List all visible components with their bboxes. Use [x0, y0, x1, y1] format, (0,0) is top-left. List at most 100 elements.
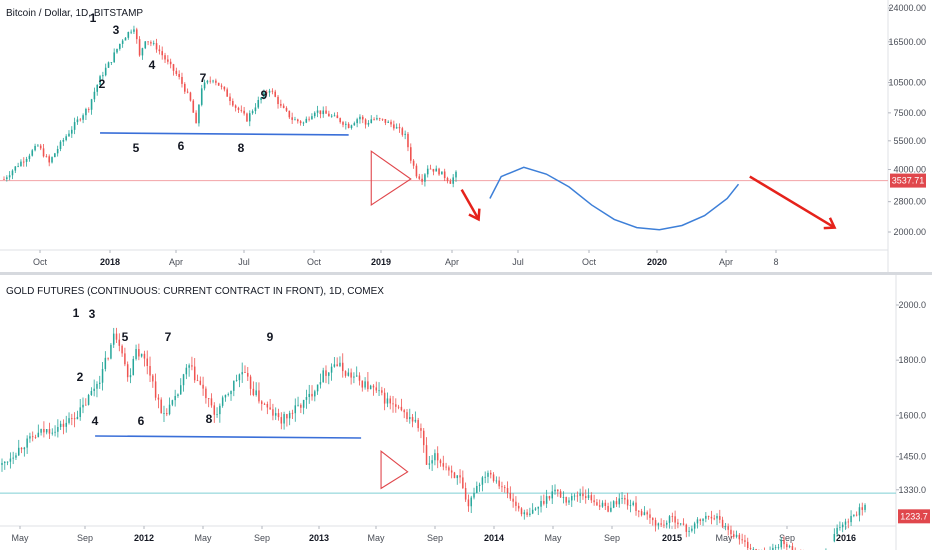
time-tick-label: Oct	[33, 257, 48, 267]
candle-body	[119, 43, 121, 49]
candle-body	[102, 75, 104, 77]
support-line	[100, 132, 349, 136]
candle-body	[744, 540, 746, 542]
candle-body	[171, 400, 174, 405]
panel-divider[interactable]	[0, 272, 932, 275]
pattern-label-6: 6	[138, 414, 145, 428]
candle-body	[428, 463, 431, 465]
candle-body	[237, 107, 240, 110]
candle-body	[130, 31, 132, 33]
candle-body	[376, 118, 378, 120]
candle-body	[598, 505, 601, 507]
candle-body	[783, 540, 785, 545]
candle-body	[115, 333, 118, 340]
candle-body	[271, 90, 274, 92]
candle-body	[418, 176, 421, 179]
candle-body	[431, 460, 433, 464]
candle-body	[138, 39, 141, 56]
gold-chart-svg[interactable]: 2000.0 1800.0 1600.0 1450.0 1330.0 May Sep 2012…	[0, 275, 932, 555]
candle-body	[217, 82, 220, 86]
candle-body	[82, 115, 84, 120]
candle-body	[246, 113, 248, 122]
candle-body	[571, 496, 573, 501]
candle-body	[495, 480, 498, 482]
candle-body	[229, 96, 231, 101]
candle-body	[107, 357, 109, 359]
candle-body	[280, 104, 282, 106]
candle-body	[565, 497, 567, 503]
candle-body	[104, 67, 107, 76]
candle-body	[515, 501, 517, 506]
triangle-pattern	[370, 150, 412, 206]
gold-chart-panel[interactable]: GOLD FUTURES (CONTINUOUS: CURRENT CONTRA…	[0, 275, 932, 555]
candle-body	[501, 486, 503, 488]
candle-body	[654, 520, 657, 526]
candle-body	[590, 495, 593, 501]
candle-body	[705, 515, 707, 519]
time-tick-label: May	[544, 533, 562, 543]
time-tick-label: 2013	[309, 533, 329, 543]
candle-body	[467, 499, 470, 507]
candle-body	[462, 477, 464, 489]
candle-body	[195, 112, 197, 124]
candle-body	[34, 145, 36, 151]
candle-body	[774, 547, 777, 549]
pattern-label-9: 9	[267, 330, 274, 344]
candle-body	[133, 29, 135, 32]
candle-body	[663, 524, 665, 526]
candle-body	[12, 457, 14, 459]
candle-body	[199, 380, 202, 385]
candle-body	[333, 115, 336, 117]
candle-body	[132, 358, 135, 376]
candle-body	[646, 512, 648, 515]
time-tick-label: Sep	[604, 533, 620, 543]
candle-body	[87, 394, 90, 405]
candle-body	[113, 52, 115, 63]
candle-body	[679, 523, 682, 525]
candle-body	[65, 136, 67, 141]
time-tick-label: 2018	[100, 257, 120, 267]
pattern-label-5: 5	[122, 330, 129, 344]
candle-body	[71, 129, 73, 134]
candle-body	[629, 504, 632, 506]
candle-body	[568, 500, 570, 503]
candle-body	[308, 118, 310, 120]
bitcoin-chart-title: Bitcoin / Dollar, 1D, BITSTAMP	[6, 8, 144, 19]
candle-body	[478, 484, 481, 486]
candle-body	[39, 145, 42, 149]
candle-body	[699, 519, 701, 521]
bitcoin-chart-svg[interactable]: 24000.00 16500.00 10500.00 7500.00 5500.00 40…	[0, 0, 932, 272]
candle-body	[596, 502, 598, 506]
current-price-tag	[898, 509, 930, 524]
candle-body	[618, 498, 621, 505]
candle-body	[59, 141, 62, 149]
candle-body	[79, 407, 81, 417]
candle-body	[429, 168, 432, 170]
candle-body	[164, 55, 166, 60]
price-tick-label: 1800.0	[898, 355, 926, 365]
candle-body	[626, 499, 629, 506]
candle-body	[65, 422, 67, 427]
price-tick-label: 1600.0	[898, 410, 926, 420]
candle-body	[721, 519, 724, 527]
candle-body	[180, 385, 182, 395]
candle-body	[221, 397, 224, 406]
candle-body	[438, 168, 440, 175]
time-tick-label: Sep	[779, 533, 795, 543]
candle-body	[277, 96, 279, 105]
candle-body	[406, 412, 408, 420]
candle-body	[31, 150, 34, 156]
bitcoin-chart-panel[interactable]: Bitcoin / Dollar, 1D, BITSTAMP 24000.00 1…	[0, 0, 932, 272]
candle-body	[220, 85, 223, 87]
candle-body	[855, 514, 858, 516]
candle-body	[749, 548, 752, 550]
candle-body	[685, 524, 688, 532]
candle-body	[160, 399, 162, 414]
candle-body	[202, 384, 204, 389]
candle-body	[124, 353, 126, 365]
candle-body	[470, 497, 472, 507]
candle-body	[509, 493, 512, 499]
candle-body	[248, 113, 251, 122]
candle-body	[59, 423, 62, 428]
candle-body	[54, 431, 56, 433]
